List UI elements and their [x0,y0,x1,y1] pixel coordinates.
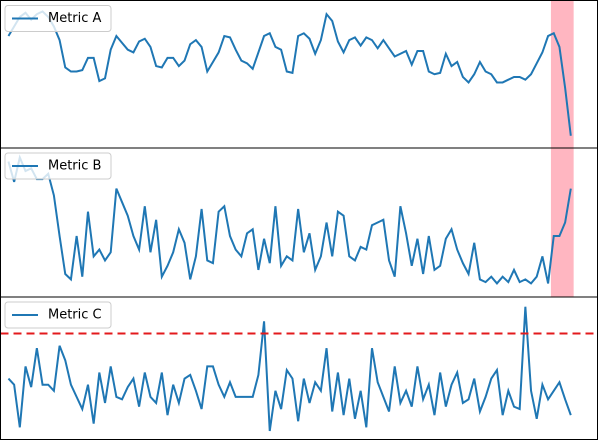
data-line [7,154,572,286]
legend-box [4,5,112,32]
legend-label: Metric A [48,11,102,26]
highlight-span [550,148,574,297]
legend-label: Metric C [48,308,102,323]
legend-box [4,301,112,329]
data-line [7,10,572,136]
legend-label: Metric B [48,159,101,174]
data-line [7,306,572,432]
legend-box [4,152,112,180]
